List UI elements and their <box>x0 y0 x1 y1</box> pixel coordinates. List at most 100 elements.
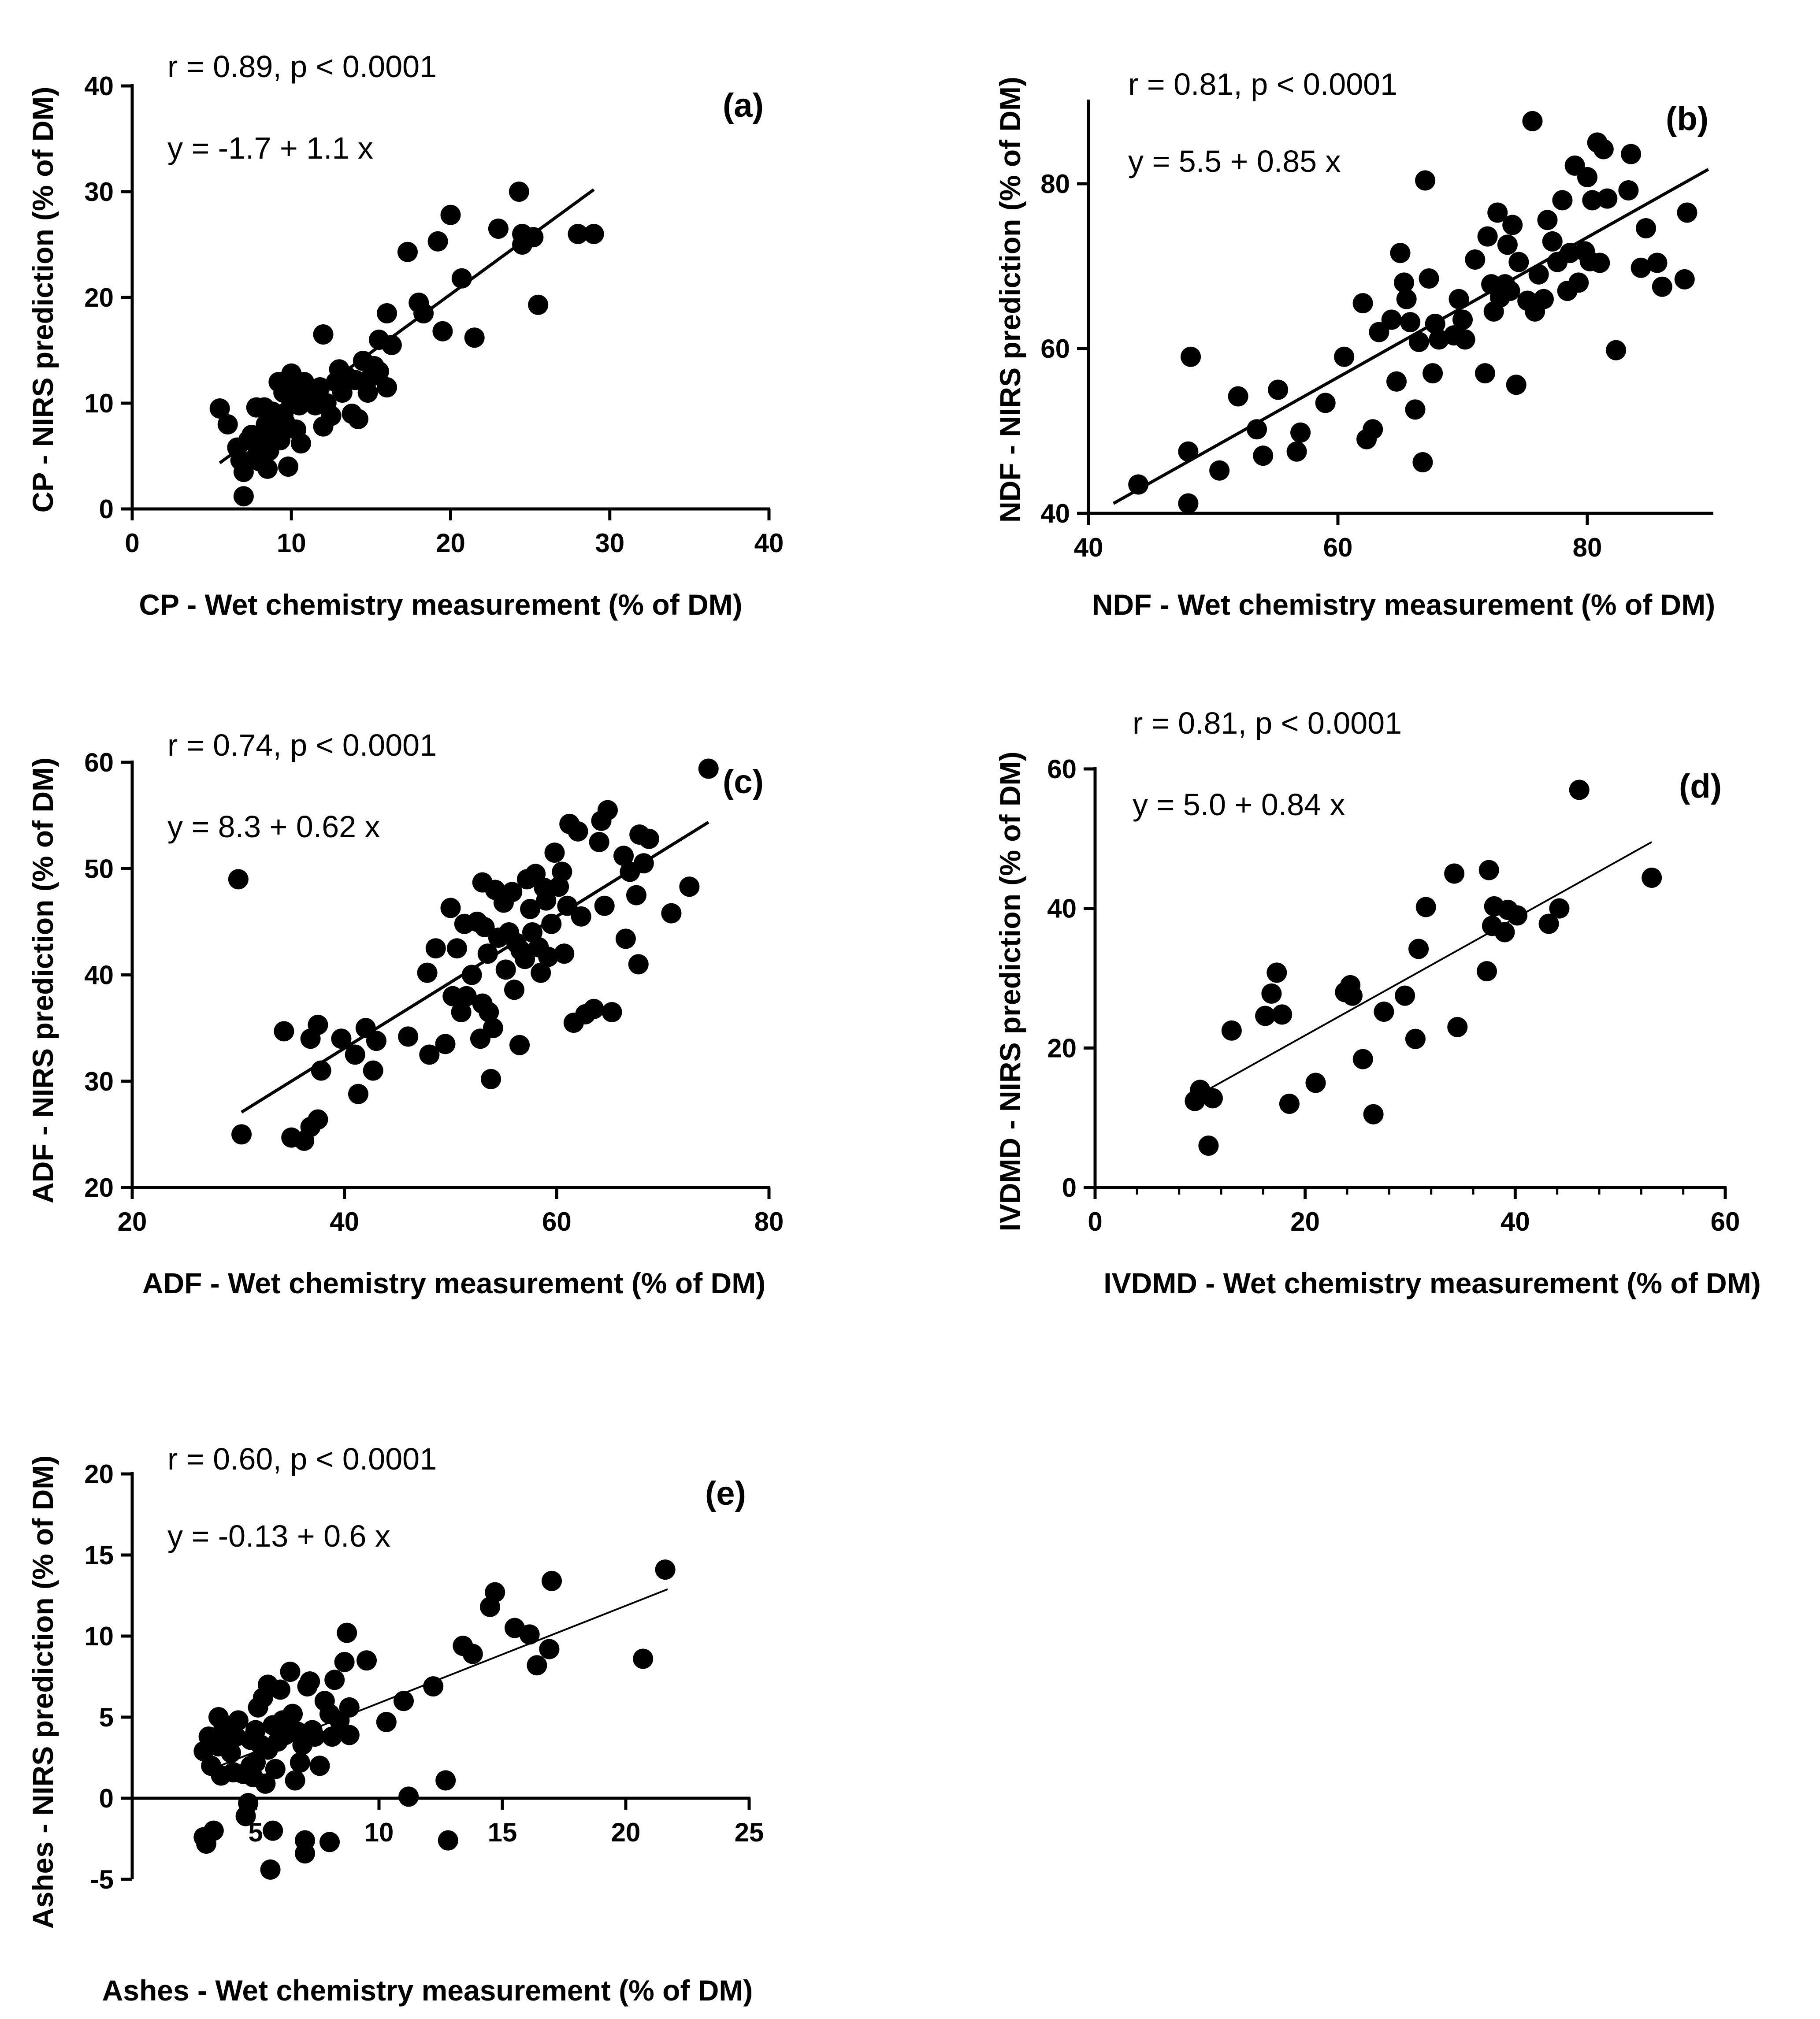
panel-b-data-point <box>1528 264 1549 285</box>
panel-c-data-point <box>331 1028 352 1049</box>
panel-c-data-point <box>597 800 618 820</box>
panel-a-data-point <box>209 398 230 419</box>
panel-c-data-point <box>417 962 438 983</box>
panel-c-data-point <box>308 1109 328 1130</box>
panel-c-data-point <box>228 869 249 890</box>
panel-e-x-tick-label: 10 <box>364 1818 394 1847</box>
panel-a-data-point <box>348 409 368 429</box>
panel-b-data-point <box>1568 272 1589 293</box>
panel-c-data-point <box>477 943 498 964</box>
panel-b-data-point <box>1636 218 1657 238</box>
panel-d-data-point <box>1395 985 1415 1006</box>
panel-a-stats-r: r = 0.89, p < 0.0001 <box>167 49 437 84</box>
panel-a-data-point <box>509 182 529 202</box>
panel-a-data-point <box>377 303 397 323</box>
panel-c-y-tick-label: 50 <box>84 854 114 883</box>
panel-e-data-point <box>324 1670 345 1690</box>
panel-e-data-point <box>300 1671 320 1692</box>
panel-e-data-point <box>260 1859 281 1880</box>
panel-e-y-tick-label: 5 <box>99 1703 114 1732</box>
panel-a-data-point <box>583 224 604 244</box>
panel-b-data-point <box>1577 167 1597 188</box>
panel-c-data-point <box>231 1124 252 1145</box>
panel-a-data-point <box>464 327 485 348</box>
panel-e-data-point <box>376 1712 397 1733</box>
panel-d-y-tick-label: 0 <box>1062 1173 1077 1202</box>
panel-e-data-point <box>539 1639 560 1659</box>
panel-e-data-point <box>228 1710 249 1731</box>
panel-b-y-tick-label: 80 <box>1040 169 1070 199</box>
panel-c-data-point <box>613 846 634 866</box>
panel-b-x-tick-label: 40 <box>1074 533 1103 562</box>
panel-b-data-point <box>1674 269 1695 289</box>
panel-b-data-point <box>1369 322 1389 342</box>
panel-e-data-point <box>263 1820 283 1841</box>
panel-b-data-point <box>1590 252 1610 273</box>
panel-d-y-tick-label: 40 <box>1047 894 1077 924</box>
panel-a-x-tick-label: 40 <box>754 528 784 558</box>
panel-c-data-point <box>698 758 719 779</box>
panel-b-data-point <box>1363 419 1383 440</box>
panel-c-data-point <box>363 1060 383 1081</box>
panel-d-data-point <box>1352 1049 1373 1069</box>
panel-d-data-point <box>1342 985 1363 1006</box>
panel-a-data-point <box>377 377 397 397</box>
panel-d-tag: (d) <box>1679 768 1722 805</box>
panel-e-x-tick-label: 25 <box>735 1818 764 1847</box>
panel-a-data-point <box>217 414 238 434</box>
panel-d-data-point <box>1549 898 1570 919</box>
panel-c-data-point <box>628 954 649 975</box>
panel-e-data-point <box>398 1786 419 1807</box>
panel-b-data-point <box>1500 281 1520 301</box>
panel-d-data-point <box>1415 897 1436 917</box>
panel-a-fit-line <box>219 188 595 464</box>
panel-c-y-axis-title: ADF - NIRS prediction (% of DM) <box>26 757 59 1203</box>
panel-d: r = 0.81, p < 0.0001 y = 5.0 + 0.84 x (d… <box>994 706 1761 1299</box>
panel-c-data-point <box>571 906 591 927</box>
panel-b-data-point <box>1412 452 1433 473</box>
panel-e-data-point <box>423 1676 444 1697</box>
panel-c-data-point <box>446 938 467 959</box>
panel-e-data-point <box>339 1725 360 1745</box>
panel-b-data-point <box>1415 170 1436 191</box>
panel-c-data-point <box>679 876 700 897</box>
panel-c: r = 0.74, p < 0.0001 y = 8.3 + 0.62 x (c… <box>26 728 784 1299</box>
panel-e-data-point <box>334 1652 355 1672</box>
panel-b-y-axis-title: NDF - NIRS prediction (% of DM) <box>994 77 1026 523</box>
panel-d-data-point <box>1408 939 1429 959</box>
panel-d-data-point <box>1267 962 1287 983</box>
panel-d-data-point <box>1305 1073 1326 1093</box>
panel-e-data-point <box>462 1644 483 1664</box>
panel-c-data-point <box>435 1034 456 1054</box>
panel-c-data-point <box>515 949 535 969</box>
panel-d-data-point <box>1476 961 1497 982</box>
panel-c-data-point <box>481 1069 501 1089</box>
panel-b-data-point <box>1537 210 1558 230</box>
panel-e-data-point <box>295 1843 315 1864</box>
panel-b-data-point <box>1477 226 1498 247</box>
panel-b-data-point <box>1419 268 1439 289</box>
panel-c-data-point <box>626 885 646 906</box>
panel-c-data-point <box>348 1084 368 1104</box>
panel-d-fit-line <box>1194 841 1653 1098</box>
panel-c-data-point <box>308 1014 328 1035</box>
panel-c-data-point <box>552 861 572 882</box>
panel-b-data-point <box>1582 190 1603 211</box>
panel-b-data-point <box>1552 190 1573 211</box>
panel-b-data-point <box>1677 202 1697 223</box>
panel-c-y-tick-label: 60 <box>84 748 114 777</box>
panel-e-data-point <box>357 1650 377 1671</box>
panel-e-data-point <box>337 1622 357 1643</box>
panel-a-data-point <box>523 227 544 248</box>
panel-c-x-tick-label: 80 <box>754 1207 784 1236</box>
panel-e-fit-line <box>206 1588 668 1772</box>
panel-d-data-point <box>1202 1088 1223 1109</box>
panel-d-x-tick-label: 20 <box>1290 1207 1320 1236</box>
panel-b-data-point <box>1560 243 1580 264</box>
panel-c-data-point <box>557 895 578 916</box>
panel-a-data-point <box>568 224 588 244</box>
panel-d-data-point <box>1538 913 1559 934</box>
panel-b-data-point <box>1621 144 1642 164</box>
panel-b-x-axis-title: NDF - Wet chemistry measurement (% of DM… <box>1092 588 1715 621</box>
panel-d-data-point <box>1272 1004 1293 1025</box>
